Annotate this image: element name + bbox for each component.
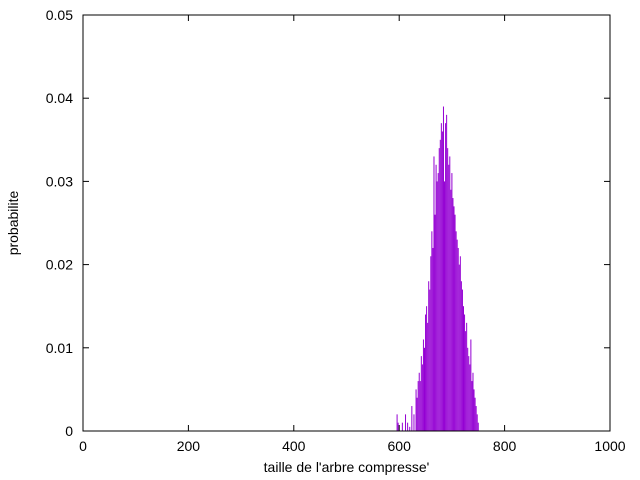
bar: [438, 148, 440, 431]
bar: [428, 281, 430, 431]
bar: [413, 414, 415, 431]
y-axis-label: probabilite: [5, 190, 21, 255]
bar: [397, 422, 399, 431]
x-tick-label: 0: [79, 438, 87, 454]
bar: [434, 214, 436, 431]
y-tick-label: 0.01: [46, 340, 73, 356]
y-tick-label: 0.05: [46, 7, 73, 23]
bar: [444, 181, 446, 431]
plot-frame: [82, 14, 611, 432]
bar: [411, 406, 413, 431]
bar: [449, 156, 451, 431]
bar: [466, 322, 468, 431]
bar: [464, 314, 466, 431]
ticks-group: 0 200 400 600 800 1000 0 0.01 0.02 0.03 0.04 0.05: [46, 7, 626, 454]
bar: [455, 231, 457, 431]
bar: [462, 306, 464, 431]
bar: [435, 164, 437, 431]
bar: [469, 364, 471, 431]
bar: [451, 173, 453, 431]
bar: [452, 198, 454, 431]
bar: [468, 356, 470, 431]
bar: [465, 331, 467, 431]
x-axis-label: taille de l'arbre compresse': [264, 459, 430, 475]
y-tick-label: 0.04: [46, 90, 73, 106]
bar: [396, 414, 398, 431]
bar: [457, 247, 459, 431]
bar: [419, 381, 421, 431]
x-tick-label: 200: [177, 438, 201, 454]
bar: [477, 422, 479, 431]
bar: [421, 364, 423, 431]
bar: [418, 372, 420, 431]
bar: [416, 397, 418, 431]
bar: [474, 397, 476, 431]
bar: [405, 414, 407, 431]
x-tick-label: 1000: [594, 438, 625, 454]
bar: [467, 347, 469, 431]
bar: [436, 181, 438, 431]
y-tick-label: 0.02: [46, 257, 73, 273]
bar: [476, 414, 478, 431]
bar: [454, 214, 456, 431]
y-tick-label: 0.03: [46, 173, 73, 189]
bar: [433, 156, 435, 431]
bar: [458, 264, 460, 431]
bar: [459, 256, 461, 431]
bar: [450, 189, 452, 431]
bar: [445, 123, 447, 431]
bar: [430, 256, 432, 431]
bar: [461, 289, 463, 431]
x-tick-label: 600: [388, 438, 412, 454]
y-tick-label: 0: [65, 423, 73, 439]
bar: [453, 206, 455, 431]
bar: [456, 239, 458, 431]
bar: [409, 426, 411, 431]
bar: [439, 139, 441, 432]
bar: [470, 339, 472, 431]
bar: [440, 123, 442, 431]
bar: [442, 106, 444, 432]
bar: [473, 389, 475, 431]
bar: [441, 131, 443, 432]
bar: [448, 164, 450, 431]
bar: [446, 114, 448, 431]
bar: [424, 347, 425, 431]
bar: [431, 231, 433, 431]
x-tick-label: 400: [282, 438, 306, 454]
bar: [427, 322, 429, 431]
bar: [415, 389, 417, 431]
bar: [401, 422, 403, 431]
bar: [420, 356, 422, 431]
bar: [447, 148, 449, 431]
bar: [475, 406, 477, 431]
bar: [472, 372, 474, 431]
bar: [460, 281, 462, 431]
bar: [437, 173, 439, 431]
bar: [407, 422, 409, 431]
bar: [426, 306, 428, 431]
bar: [471, 381, 473, 431]
bar: [429, 289, 431, 431]
bar: [417, 381, 419, 431]
bar: [432, 247, 434, 431]
bar: [425, 314, 427, 431]
x-tick-label: 800: [493, 438, 517, 454]
bars-group: [396, 106, 479, 432]
bar: [422, 339, 424, 431]
